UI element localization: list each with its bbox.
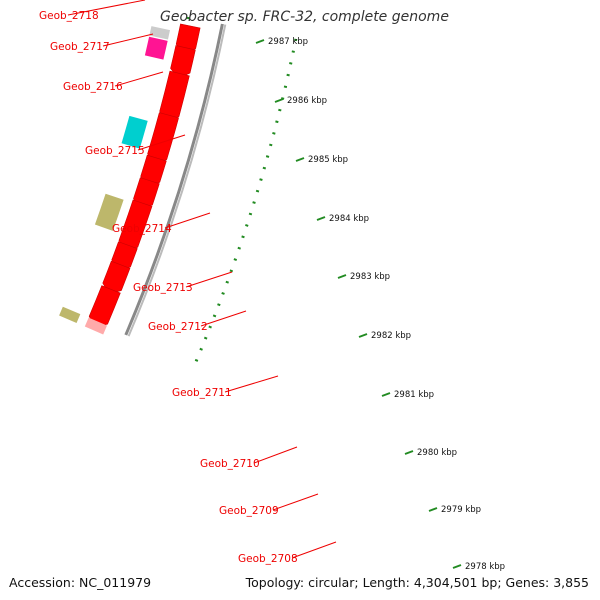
cog-bar — [121, 115, 148, 149]
gene-label: Geob_2710 — [200, 458, 260, 470]
gene-label: Geob_2715 — [85, 145, 145, 157]
ruler-label: 2982 kbp — [371, 331, 411, 341]
label-leader — [114, 71, 164, 87]
ruler-tick — [452, 564, 462, 569]
ruler-label: 2987 kbp — [268, 37, 308, 47]
ruler-label: 2983 kbp — [350, 272, 390, 282]
label-leader — [224, 375, 279, 393]
gene-labels: Geob_2718 Geob_2717 Geob_2716 Geob_2715 Geob… — [39, 0, 337, 565]
gene-label: Geob_2708 — [238, 553, 298, 565]
ruler-label: 2979 kbp — [441, 505, 481, 515]
cog-bar — [144, 36, 168, 60]
label-leader — [67, 0, 146, 16]
cog-bar — [94, 193, 124, 231]
gc-skew-dotted-tracks — [92, 16, 298, 365]
ruler-tick — [316, 216, 326, 221]
ruler-tick — [295, 157, 305, 162]
label-leader — [164, 212, 211, 229]
ruler-label: 2981 kbp — [394, 390, 434, 400]
ruler-tick — [337, 274, 347, 279]
label-leader — [272, 493, 319, 511]
gene-label: Geob_2718 — [39, 10, 99, 22]
ruler-tick — [358, 333, 368, 338]
gene-label: Geob_2711 — [172, 387, 232, 399]
ruler-label: 2986 kbp — [287, 96, 327, 106]
label-leader — [291, 541, 337, 559]
gene-label: Geob_2712 — [148, 321, 208, 333]
gene-label: Geob_2709 — [219, 505, 279, 517]
map-title: Geobacter sp. FRC-32, complete genome — [160, 9, 449, 25]
label-leader — [200, 310, 247, 327]
gene-label: Geob_2717 — [50, 41, 110, 53]
ruler-label: 2980 kbp — [417, 448, 457, 458]
gene-label: Geob_2716 — [63, 81, 123, 93]
backbone-line — [124, 23, 224, 336]
label-leader — [137, 134, 186, 151]
gene-arrow — [84, 317, 108, 335]
cog-track — [59, 26, 171, 323]
ruler-label: 2985 kbp — [308, 155, 348, 165]
ruler-label: 2978 kbp — [465, 562, 505, 572]
ruler-tick — [255, 39, 265, 44]
backbone — [124, 23, 227, 337]
ruler-tick — [428, 507, 438, 512]
backbone-shadow — [127, 24, 227, 337]
label-leader — [185, 271, 233, 288]
dotted-track-2 — [193, 38, 298, 365]
genome-stats: Topology: circular; Length: 4,304,501 bp… — [245, 575, 589, 590]
cog-bar — [59, 306, 81, 323]
ruler-tick — [381, 392, 391, 397]
cog-bar — [149, 26, 171, 40]
label-leader — [253, 446, 298, 464]
gene-label: Geob_2713 — [133, 282, 193, 294]
accession-label: Accession: NC_011979 — [9, 575, 152, 590]
ruler-tick — [274, 98, 284, 103]
gene-track — [84, 23, 201, 335]
ruler-label: 2984 kbp — [329, 214, 369, 224]
gene-label: Geob_2714 — [112, 223, 172, 235]
label-leader — [102, 33, 154, 47]
ruler: 2987 kbp 2986 kbp 2985 kbp 2984 kbp 2983 kbp… — [255, 37, 505, 572]
ruler-tick — [404, 450, 414, 455]
